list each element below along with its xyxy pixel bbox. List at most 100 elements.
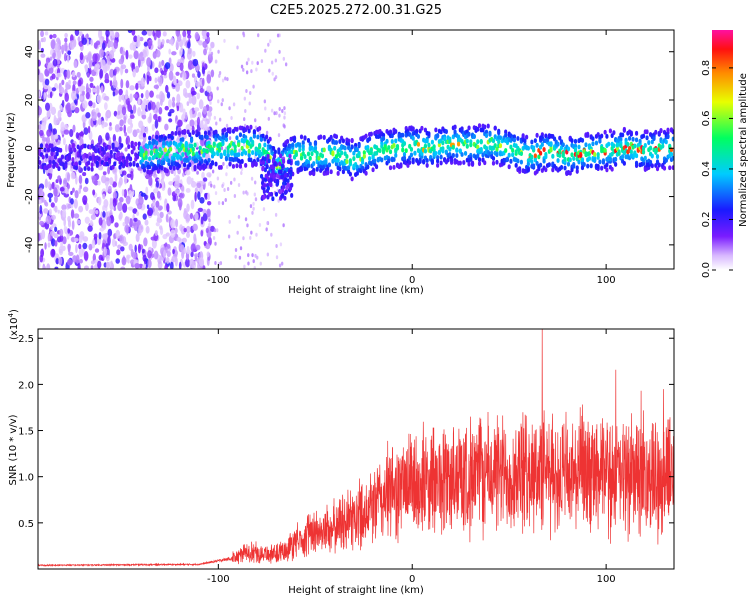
heat-cell (285, 185, 289, 191)
noise-cell (242, 33, 246, 38)
heat-cell (381, 136, 386, 141)
noise-cell (122, 221, 126, 227)
heat-cell (573, 138, 578, 144)
noise-cell (202, 213, 208, 222)
noise-cell (119, 119, 124, 127)
heat-cell (290, 193, 294, 198)
heat-cell (155, 140, 159, 146)
noise-cell (175, 71, 180, 76)
noise-cell (65, 81, 70, 91)
heat-cell (629, 130, 633, 136)
noise-cell (202, 35, 208, 40)
heat-cell (55, 151, 59, 157)
noise-cell (250, 69, 253, 74)
noise-cell (206, 251, 210, 257)
heat-cell (345, 154, 349, 159)
heat-cell (659, 128, 663, 134)
noise-cell (145, 89, 150, 100)
noise-cell (228, 106, 231, 111)
heat-cell (259, 136, 263, 142)
spectrogram-chart: -100 0 100 -40 -20 0 20 40 Height of straight l… (6, 29, 675, 296)
heat-cell (570, 138, 574, 144)
heat-cell (334, 161, 339, 167)
noise-cell (214, 59, 218, 64)
noise-cell (153, 250, 159, 260)
heat-cell (69, 147, 73, 153)
noise-cell (186, 232, 190, 238)
noise-cell (166, 91, 171, 99)
heat-cell (53, 154, 58, 160)
noise-cell (93, 233, 98, 239)
heat-cell (542, 147, 546, 152)
heat-cell (212, 151, 216, 157)
noise-cell (72, 187, 75, 193)
heat-cell (203, 130, 208, 136)
heat-cell (193, 164, 197, 170)
noise-cell (61, 99, 65, 108)
heat-cell (439, 160, 443, 166)
noise-cell (118, 58, 124, 65)
noise-cell (214, 241, 217, 246)
noise-cell (64, 37, 68, 43)
noise-cell (276, 33, 280, 38)
heat-cell (74, 165, 78, 171)
noise-cell (109, 197, 113, 206)
heat-cell (671, 129, 674, 135)
heat-cell (95, 160, 99, 166)
heat-cell (350, 144, 354, 150)
noise-cell (233, 194, 237, 199)
heat-cell (455, 148, 459, 153)
heat-cell (207, 130, 211, 136)
heat-cell (537, 154, 541, 160)
noise-cell (121, 94, 126, 101)
noise-cell (165, 84, 169, 93)
heat-cell (281, 192, 285, 198)
heat-cell (315, 150, 319, 156)
heat-cell (556, 158, 560, 163)
heat-cell (427, 142, 431, 148)
noise-cell (256, 61, 259, 66)
noise-cell (38, 89, 41, 99)
noise-cell (254, 253, 257, 258)
heat-cell (120, 143, 124, 148)
noise-cell (267, 42, 270, 47)
noise-cell (190, 181, 197, 188)
noise-cell (112, 181, 117, 188)
heat-cell (205, 148, 209, 154)
heat-cell (135, 154, 140, 160)
noise-cell (137, 58, 141, 68)
heat-cell (262, 183, 267, 188)
heat-cell (671, 155, 674, 161)
snr-line (38, 329, 674, 568)
heat-cell (269, 191, 274, 197)
noise-cell (228, 219, 231, 224)
heat-cell (348, 171, 352, 177)
noise-cell (82, 242, 88, 250)
noise-cell (151, 238, 157, 249)
heat-cell (172, 156, 176, 162)
noise-cell (70, 236, 76, 243)
noise-cell (38, 39, 41, 50)
heat-cell (448, 152, 452, 157)
noise-cell (147, 101, 152, 111)
heat-cell (378, 148, 382, 154)
heat-cell (100, 146, 105, 152)
noise-cell (38, 199, 42, 205)
heat-cell (278, 189, 283, 195)
noise-cell (196, 116, 201, 126)
heat-cell (83, 166, 87, 171)
noise-cell (146, 57, 152, 67)
noise-cell (242, 67, 245, 72)
noise-cell (102, 233, 108, 240)
noise-cell (90, 265, 94, 269)
noise-cell (72, 255, 77, 263)
heat-cell (233, 144, 237, 150)
noise-cell (170, 36, 175, 46)
noise-cell (255, 232, 258, 237)
noise-cell (70, 209, 75, 219)
heat-cell (265, 134, 269, 140)
noise-cell (198, 99, 204, 110)
heat-cell (514, 162, 518, 168)
noise-cell (159, 98, 163, 106)
heat-cell (46, 147, 51, 153)
